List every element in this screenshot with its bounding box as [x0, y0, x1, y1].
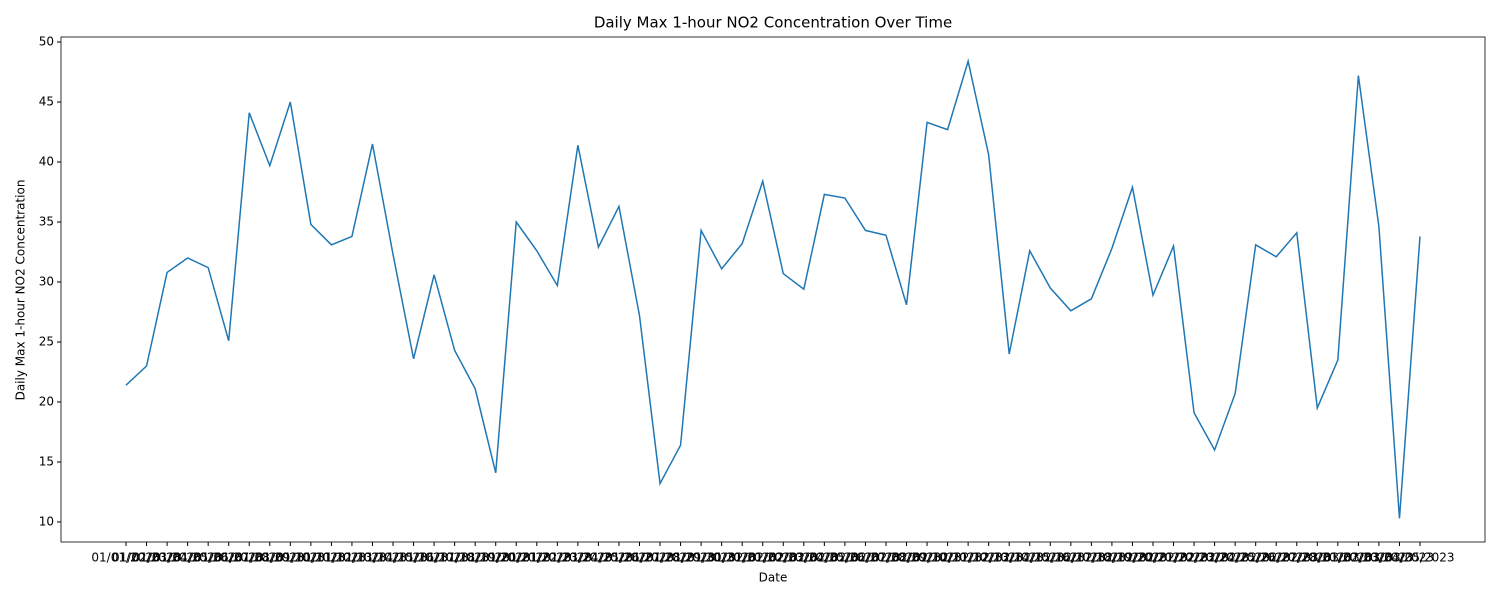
x-tick-label: 01/09/2023: [256, 551, 325, 565]
x-tick-label: 02/19/2023: [1098, 551, 1167, 565]
x-tick-label: 01/22/2023: [523, 551, 592, 565]
x-tick-label: 02/05/2023: [810, 551, 879, 565]
x-tick-label: 01/28/2023: [646, 551, 715, 565]
x-tick-label: 01/15/2023: [379, 551, 448, 565]
x-tick-label: 02/08/2023: [872, 551, 941, 565]
x-tick-label: 01/08/2023: [235, 551, 304, 565]
x-tick-label: 02/03/2023: [769, 551, 838, 565]
chart-title: Daily Max 1-hour NO2 Concentration Over …: [594, 14, 952, 32]
x-tick-label: 01/05/2023: [174, 551, 243, 565]
x-tick-label: 02/22/2023: [1159, 551, 1228, 565]
x-tick-label: 02/02/2023: [749, 551, 818, 565]
x-tick-label: 02/13/2023: [975, 551, 1044, 565]
x-tick-label: 01/12/2023: [317, 551, 386, 565]
x-tick-label: 02/11/2023: [934, 551, 1003, 565]
x-tick-label: 02/14/2023: [995, 551, 1064, 565]
x-tick-label: 01/20/2023: [482, 551, 551, 565]
line: [125, 58, 1421, 519]
x-tick-label: 01/27/2023: [625, 551, 694, 565]
x-tick-label: 01/06/2023: [194, 551, 263, 565]
x-tick-label: 01/19/2023: [461, 551, 530, 565]
x-tick-label: 03/02/2023: [1324, 551, 1393, 565]
x-tick-label: 02/01/2023: [728, 551, 797, 565]
x-tick-label: 02/27/2023: [1262, 551, 1331, 565]
x-tick-label: 03/05/2023: [1385, 551, 1454, 565]
x-tick-label: 03/01/2023: [1303, 551, 1372, 565]
y-tick-label: 30: [39, 275, 54, 289]
x-tick-label: 02/26/2023: [1242, 551, 1311, 565]
x-tick-label: 02/04/2023: [790, 551, 859, 565]
y-tick-label: 10: [39, 514, 54, 528]
x-tick-label: 01/14/2023: [358, 551, 427, 565]
y-tick-label: 40: [39, 155, 54, 169]
y-axis-label: Daily Max 1-hour NO2 Concentration: [14, 180, 28, 401]
x-tick-label: 02/16/2023: [1036, 551, 1105, 565]
x-tick-label: 02/18/2023: [1077, 551, 1146, 565]
x-tick-label: 01/23/2023: [543, 551, 612, 565]
y-tick-label: 25: [39, 334, 54, 348]
x-tick-label: 01/21/2023: [502, 551, 571, 565]
x-tick-label: 01/24/2023: [564, 551, 633, 565]
x-tick-label: 02/10/2023: [913, 551, 982, 565]
x-tick-label: 01/02/2023: [112, 551, 181, 565]
x-tick-label: 01/30/2023: [687, 551, 756, 565]
x-tick-label: 02/17/2023: [1057, 551, 1126, 565]
x-axis-label: Date: [759, 571, 788, 585]
y-tick-label: 35: [39, 215, 54, 229]
x-tick-label: 02/15/2023: [1016, 551, 1085, 565]
x-tick-label: 02/20/2023: [1118, 551, 1187, 565]
x-tick-label: 02/28/2023: [1283, 551, 1352, 565]
x-tick-label: 01/11/2023: [297, 551, 366, 565]
x-tick-label: 01/04/2023: [153, 551, 222, 565]
x-tick-label: 01/10/2023: [276, 551, 345, 565]
plot-frame: [60, 36, 1486, 543]
y-tick-label: 15: [39, 454, 54, 468]
x-tick-label: 01/16/2023: [400, 551, 469, 565]
x-tick-label: 02/09/2023: [892, 551, 961, 565]
x-tick-label: 01/03/2023: [132, 551, 201, 565]
x-tick-label: 01/17/2023: [420, 551, 489, 565]
x-tick-label: 02/24/2023: [1201, 551, 1270, 565]
x-tick-label: 01/18/2023: [441, 551, 510, 565]
x-tick-label: 01/31/2023: [708, 551, 777, 565]
x-tick-label: 02/12/2023: [954, 551, 1023, 565]
x-tick-label: 02/21/2023: [1139, 551, 1208, 565]
x-tick-label: 01/26/2023: [605, 551, 674, 565]
y-tick-label: 50: [39, 35, 54, 49]
x-tick-label: 01/07/2023: [215, 551, 284, 565]
x-tick-label: 03/03/2023: [1344, 551, 1413, 565]
y-tick-label: 20: [39, 394, 54, 408]
x-tick-label: 01/01/2023: [91, 551, 160, 565]
x-tick-label: 01/13/2023: [338, 551, 407, 565]
x-tick-label: 02/23/2023: [1180, 551, 1249, 565]
y-tick-label: 45: [39, 95, 54, 109]
x-tick-label: 01/25/2023: [584, 551, 653, 565]
x-tick-label: 02/07/2023: [851, 551, 920, 565]
x-tick-label: 02/25/2023: [1221, 551, 1290, 565]
x-tick-label: 02/06/2023: [831, 551, 900, 565]
x-tick-label: 03/04/2023: [1365, 551, 1434, 565]
x-tick-label: 01/29/2023: [667, 551, 736, 565]
